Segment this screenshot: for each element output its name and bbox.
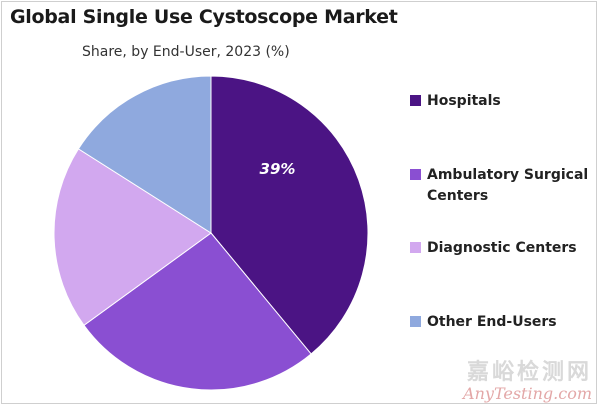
legend-label-other-end-users: Other End-Users xyxy=(427,314,557,330)
legend-item-other-end-users: Other End-Users xyxy=(410,312,592,333)
legend-swatch-diagnostic-centers xyxy=(410,242,421,253)
legend-swatch-ambulatory-surgical-centers xyxy=(410,169,421,180)
legend-item-hospitals: Hospitals xyxy=(410,91,592,112)
pie-slice-diagnostic-centers xyxy=(53,148,212,326)
data-label-hospitals: 39% xyxy=(260,160,296,178)
legend-swatch-other-end-users xyxy=(410,316,421,327)
chart-title: Global Single Use Cystoscope Market xyxy=(10,6,398,28)
legend-label-hospitals: Hospitals xyxy=(427,93,501,109)
legend-label-ambulatory-surgical-centers: Ambulatory Surgical Centers xyxy=(427,167,589,204)
watermark-en: AnyTesting.com xyxy=(463,384,592,403)
legend-swatch-hospitals xyxy=(410,95,421,106)
pie-slice-hospitals xyxy=(210,75,369,355)
watermark-cn: 嘉峪检测网 xyxy=(466,360,592,385)
chart-subtitle: Share, by End-User, 2023 (%) xyxy=(82,44,290,60)
pie-slice-other-end-users xyxy=(77,75,212,234)
legend-item-ambulatory-surgical-centers: Ambulatory Surgical Centers xyxy=(410,165,592,207)
watermark: 嘉峪检测网 AnyTesting.com xyxy=(463,361,592,403)
legend-item-diagnostic-centers: Diagnostic Centers xyxy=(410,238,592,259)
pie-slice-ambulatory-surgical-centers xyxy=(83,232,312,391)
chart-legend: Hospitals Ambulatory Surgical Centers Di… xyxy=(410,0,595,407)
legend-label-diagnostic-centers: Diagnostic Centers xyxy=(427,240,577,256)
